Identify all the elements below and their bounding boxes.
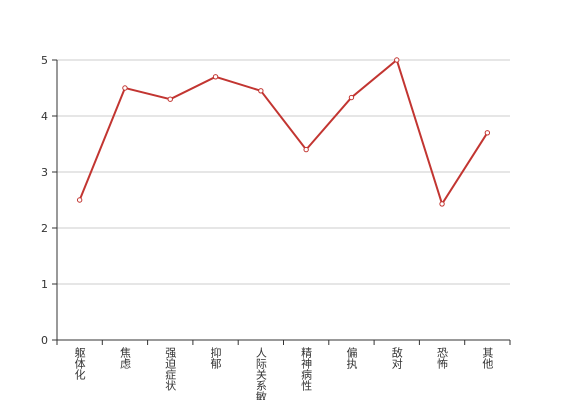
point bbox=[484, 130, 491, 136]
y-tick-label: 3 bbox=[41, 166, 48, 179]
y-tick-label: 1 bbox=[41, 278, 48, 291]
point bbox=[439, 201, 445, 207]
x-tick-label: 恐怖 bbox=[436, 347, 449, 369]
point bbox=[394, 57, 400, 63]
point bbox=[122, 85, 128, 91]
x-tick-label: 躯体化 bbox=[73, 347, 86, 381]
x-tick-label: 敌对 bbox=[390, 346, 403, 369]
point bbox=[212, 74, 219, 80]
y-tick-label: 0 bbox=[41, 334, 48, 347]
series-line bbox=[78, 58, 489, 207]
y-tick-label: 4 bbox=[41, 110, 48, 123]
x-tick-label: 焦虑 bbox=[118, 347, 131, 369]
point bbox=[258, 88, 264, 94]
y-tick-label: 2 bbox=[41, 222, 48, 235]
y-tick-label: 5 bbox=[41, 54, 48, 67]
point bbox=[303, 146, 309, 153]
x-tick-label: 精神病性 bbox=[300, 347, 313, 392]
x-tick-label: 偏执 bbox=[345, 346, 358, 370]
x-tick-label: 抑郁 bbox=[209, 346, 222, 369]
point bbox=[76, 197, 83, 203]
point bbox=[348, 94, 355, 101]
point bbox=[167, 96, 173, 102]
x-tick-label: 强迫症状 bbox=[164, 347, 177, 391]
x-tick-label: 其他 bbox=[481, 347, 494, 369]
x-tick-label: 人际关系敏感 bbox=[254, 347, 267, 400]
